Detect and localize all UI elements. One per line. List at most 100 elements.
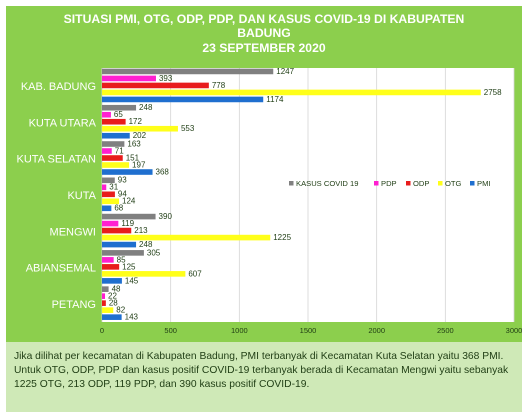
data-label: 553	[181, 124, 195, 133]
bar	[102, 104, 137, 111]
bar	[102, 198, 120, 205]
data-label: 1225	[273, 233, 291, 242]
data-label: 143	[125, 313, 139, 322]
x-tick-label: 3000	[506, 326, 522, 335]
legend-swatch	[438, 181, 443, 186]
bar	[102, 132, 130, 139]
bar	[102, 169, 153, 175]
legend-label: OTG	[445, 179, 462, 188]
category-label: KUTA	[67, 190, 96, 202]
bar	[102, 220, 119, 227]
bar	[102, 162, 130, 168]
data-labels: 1247 393 778 2758 1174 248 65 172 553 20216371151…	[108, 67, 502, 322]
x-tick-label: 500	[164, 326, 177, 335]
data-label: 197	[132, 160, 146, 169]
x-tick-labels: 0 500 1000 1500 2000 2500 3000	[100, 326, 522, 335]
bar	[102, 205, 112, 212]
data-label: 119	[121, 219, 134, 228]
x-tick-label: 1000	[231, 326, 248, 335]
legend-swatch	[470, 181, 475, 186]
data-label: 145	[125, 276, 139, 285]
data-label: 393	[159, 74, 173, 83]
legend-label: PMI	[477, 179, 491, 188]
data-label: 2758	[484, 88, 502, 97]
bar	[102, 68, 274, 75]
chart-title: SITUASI PMI, OTG, ODP, PDP, DAN KASUS CO…	[64, 12, 465, 55]
data-label: 31	[109, 183, 118, 192]
data-label: 151	[126, 153, 140, 162]
bar	[102, 300, 106, 306]
data-label: 68	[114, 204, 123, 213]
bar	[102, 155, 123, 161]
bar	[102, 307, 114, 313]
data-label: 28	[109, 299, 118, 308]
data-label: 163	[127, 139, 141, 148]
bar	[102, 96, 264, 103]
data-label: 1174	[266, 95, 284, 104]
bar	[102, 286, 109, 292]
data-label: 778	[212, 81, 226, 90]
data-label: 93	[118, 176, 127, 185]
bar	[102, 75, 156, 82]
x-tick-label: 2000	[368, 326, 385, 335]
data-label: 48	[112, 285, 121, 294]
data-label: 202	[133, 131, 147, 140]
legend-swatch	[406, 181, 411, 186]
legend-swatch	[374, 181, 379, 186]
bar	[102, 82, 209, 89]
bar	[102, 141, 125, 147]
category-label: KUTA SELATAN	[17, 154, 97, 166]
category-label: KAB. BADUNG	[21, 81, 96, 93]
category-label: KUTA UTARA	[29, 117, 97, 129]
data-label: 607	[188, 269, 202, 278]
data-label: 305	[147, 248, 161, 257]
chart-title-line: 23 SEPTEMBER 2020	[202, 41, 326, 55]
bar	[102, 111, 111, 118]
data-label: 124	[122, 197, 136, 206]
bar	[102, 184, 107, 191]
legend-label: ODP	[413, 179, 429, 188]
category-label: MENGWI	[50, 226, 96, 238]
chart-title-line: BADUNG	[237, 26, 291, 40]
data-label: 248	[139, 240, 153, 249]
data-label: 85	[117, 255, 126, 264]
bar	[102, 234, 271, 241]
bars	[102, 68, 481, 320]
chart-card: SITUASI PMI, OTG, ODP, PDP, DAN KASUS CO…	[6, 6, 522, 342]
x-tick-label: 2500	[437, 326, 454, 335]
bar	[102, 250, 144, 256]
chart-title-line: SITUASI PMI, OTG, ODP, PDP, DAN KASUS CO…	[64, 12, 465, 26]
bar	[102, 213, 156, 220]
bar	[102, 89, 481, 96]
data-label: 125	[122, 262, 136, 271]
bar	[102, 271, 186, 277]
data-label: 65	[114, 110, 123, 119]
caption-box: Jika dilihat per kecamatan di Kabupaten …	[6, 342, 522, 412]
data-label: 213	[134, 226, 148, 235]
bar	[102, 118, 126, 125]
category-label: PETANG	[52, 299, 96, 311]
bar	[102, 148, 112, 154]
bar	[102, 278, 122, 284]
x-tick-label: 0	[100, 326, 104, 335]
bar	[102, 191, 115, 198]
bar	[102, 293, 106, 299]
data-label: 82	[116, 306, 125, 315]
x-tick-label: 1500	[300, 326, 317, 335]
bar	[102, 177, 115, 184]
data-label: 368	[156, 167, 170, 176]
bar	[102, 257, 114, 263]
category-label: ABIANSEMAL	[26, 263, 96, 275]
bar	[102, 125, 178, 132]
data-label: 71	[115, 146, 124, 155]
data-label: 94	[118, 190, 127, 199]
data-label: 1247	[276, 67, 294, 76]
bar	[102, 227, 132, 234]
bar	[102, 241, 137, 248]
data-label: 390	[159, 212, 173, 221]
bar	[102, 264, 120, 270]
legend-swatch	[289, 181, 294, 186]
legend: KASUS COVID 19 PDP ODP OTG PMI	[289, 179, 491, 188]
legend-label: KASUS COVID 19	[296, 179, 358, 188]
